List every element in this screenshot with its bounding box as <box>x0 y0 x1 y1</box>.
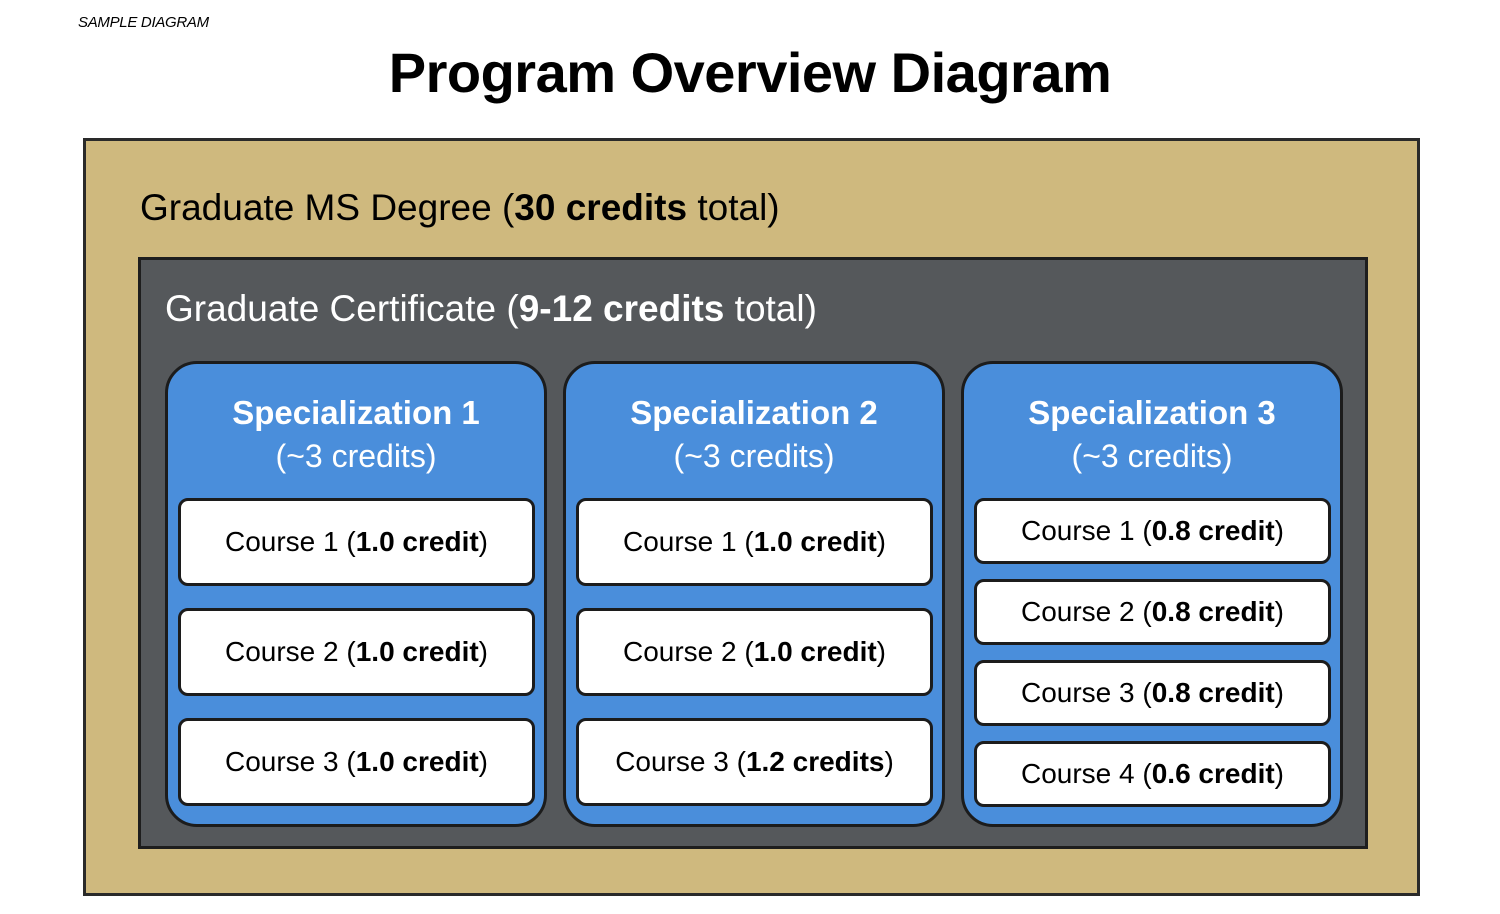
specialization-name: Specialization 2 <box>630 394 878 431</box>
course-name: Course 1 <box>224 526 339 557</box>
specialization-name: Specialization 1 <box>232 394 480 431</box>
degree-name: Graduate MS Degree <box>140 187 492 228</box>
specialization-2: Specialization 2 (~3 credits) Course 1 (… <box>563 361 945 827</box>
page-title: Program Overview Diagram <box>388 41 1112 104</box>
course-box: Course 1 (0.8 credit) <box>974 498 1331 564</box>
certificate-open-paren: ( <box>496 288 519 329</box>
degree-open-paren: ( <box>491 187 515 228</box>
course-name: Course 3 <box>1020 677 1135 708</box>
course-name: Course 2 <box>1020 596 1135 627</box>
course-name: Course 4 <box>1020 758 1135 789</box>
course-credit: 1.0 credit <box>753 636 877 667</box>
course-credit: 1.0 credit <box>753 526 877 557</box>
certificate-container: Graduate Certificate (9-12 credits total… <box>138 257 1368 849</box>
course-credit: 0.8 credit <box>1151 596 1275 627</box>
specialization-1: Specialization 1 (~3 credits) Course 1 (… <box>165 361 547 827</box>
course-name: Course 2 <box>622 636 737 667</box>
specialization-credits: (~3 credits) <box>1071 438 1233 474</box>
course-credit: 1.0 credit <box>355 526 479 557</box>
course-box: Course 1 (1.0 credit) <box>178 498 535 586</box>
certificate-title: Graduate Certificate (9-12 credits total… <box>165 288 817 330</box>
course-credit: 1.0 credit <box>355 746 479 777</box>
course-name: Course 3 <box>224 746 339 777</box>
course-box: Course 1 (1.0 credit) <box>576 498 933 586</box>
course-credit: 0.6 credit <box>1151 758 1275 789</box>
course-box: Course 2 (1.0 credit) <box>576 608 933 696</box>
specialization-3: Specialization 3 (~3 credits) Course 1 (… <box>961 361 1343 827</box>
degree-container: Graduate MS Degree (30 credits total) Gr… <box>83 138 1420 896</box>
course-credit: 1.0 credit <box>355 636 479 667</box>
course-box: Course 3 (0.8 credit) <box>974 660 1331 726</box>
course-name: Course 1 <box>622 526 737 557</box>
specialization-credits: (~3 credits) <box>275 438 437 474</box>
specialization-credits: (~3 credits) <box>673 438 835 474</box>
course-box: Course 3 (1.2 credits) <box>576 718 933 806</box>
certificate-name: Graduate Certificate <box>165 288 497 329</box>
course-box: Course 2 (1.0 credit) <box>178 608 535 696</box>
course-credit: 0.8 credit <box>1151 515 1275 546</box>
course-box: Course 3 (1.0 credit) <box>178 718 535 806</box>
certificate-credits: 9-12 credits <box>518 288 725 329</box>
specialization-name: Specialization 3 <box>1028 394 1276 431</box>
course-box: Course 2 (0.8 credit) <box>974 579 1331 645</box>
course-credit: 0.8 credit <box>1151 677 1275 708</box>
degree-title: Graduate MS Degree (30 credits total) <box>140 187 780 229</box>
course-credit: 1.2 credits <box>745 746 885 777</box>
degree-close-paren: total) <box>687 187 780 228</box>
certificate-close-paren: total) <box>724 288 817 329</box>
course-box: Course 4 (0.6 credit) <box>974 741 1331 807</box>
course-name: Course 1 <box>1020 515 1135 546</box>
sample-label: SAMPLE DIAGRAM <box>78 14 209 31</box>
course-name: Course 3 <box>615 746 729 777</box>
course-name: Course 2 <box>224 636 339 667</box>
degree-credits: 30 credits <box>514 187 688 228</box>
